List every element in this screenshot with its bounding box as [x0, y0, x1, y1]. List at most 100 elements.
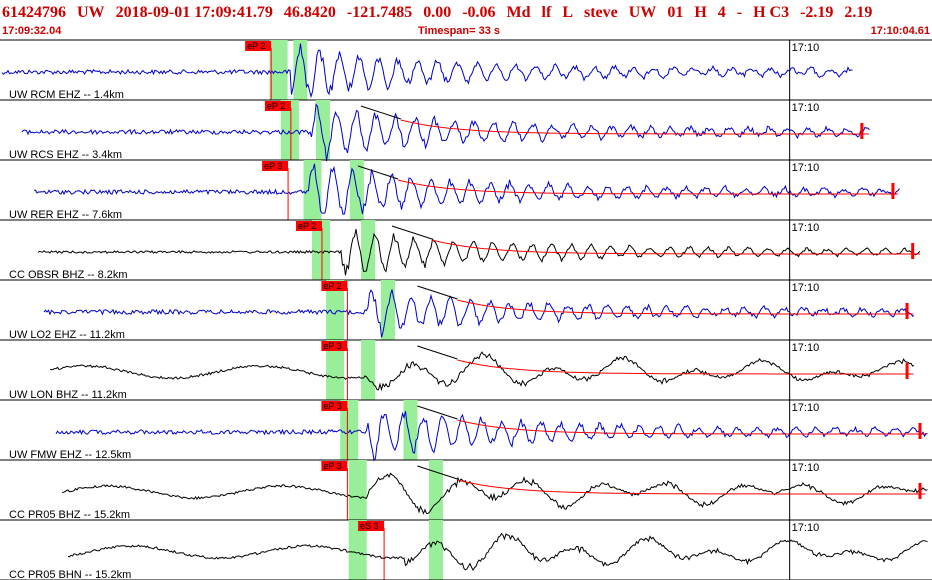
coda-start-line: [357, 165, 399, 180]
waveform-trace: [49, 351, 915, 392]
pick-window: [403, 400, 418, 460]
magnitude: -0.06: [462, 4, 496, 21]
waveform-trace: [43, 289, 915, 338]
value-1: -2.19: [800, 4, 834, 21]
minute-tick-label: 17:10: [792, 222, 820, 234]
pick-flag[interactable]: [264, 101, 291, 111]
end-time: 17:10:04.61: [870, 25, 930, 37]
pick-window: [348, 520, 367, 580]
pick-window: [340, 400, 359, 460]
pick-label: eP 2: [298, 221, 316, 231]
pick-window: [311, 220, 330, 280]
pick-window: [428, 460, 443, 520]
phase-count: 4: [717, 4, 726, 21]
waveform-trace: [1, 43, 853, 99]
coda-start-line: [391, 225, 433, 240]
version: 01: [667, 4, 684, 21]
minute-tick-label: 17:10: [792, 342, 820, 354]
coda-start-line: [360, 105, 402, 120]
pick-flag[interactable]: [245, 41, 272, 51]
flag-h: H: [694, 4, 707, 21]
waveform-trace: [37, 229, 921, 276]
minute-tick-label: 17:10: [792, 522, 820, 534]
pick-label: eP 2: [267, 101, 285, 111]
pick-flag[interactable]: [321, 461, 348, 471]
coda-fit-curve: [457, 299, 914, 315]
start-time: 17:09:32.04: [2, 25, 62, 37]
waveform-trace: [55, 410, 928, 462]
pick-window: [428, 520, 443, 580]
type-code: lf: [541, 4, 552, 21]
coda-fit-curve: [457, 359, 914, 375]
depth: 0.00: [423, 4, 452, 21]
coda-start-line: [417, 405, 458, 420]
pick-label: eP 3: [323, 461, 341, 471]
pick-flag[interactable]: [321, 341, 348, 351]
pick-flag[interactable]: [295, 221, 322, 231]
origin-datetime: 2018-09-01 17:09:41.79: [115, 4, 273, 21]
station-label[interactable]: UW LON BHZ -- 11.2km: [9, 389, 127, 401]
pick-flag[interactable]: [321, 281, 348, 291]
coda-fit-curve: [457, 419, 926, 435]
pick-label: eP 3: [323, 401, 341, 411]
station-label[interactable]: CC OBSR BHZ -- 8.2km: [9, 269, 128, 281]
station-label[interactable]: CC PR05 BHN -- 15.2km: [9, 569, 131, 580]
coda-start-line: [417, 345, 458, 360]
pick-flag[interactable]: [358, 521, 385, 531]
minute-tick-label: 17:10: [792, 102, 820, 114]
pick-window: [361, 220, 376, 280]
coda-fit-curve: [397, 179, 899, 195]
coda-fit-curve: [431, 239, 920, 255]
longitude: -121.7485: [346, 4, 413, 21]
pick-label: eP 3: [323, 341, 341, 351]
pick-window: [269, 40, 288, 100]
pick-flag[interactable]: [321, 401, 348, 411]
pick-label: eP 2: [323, 281, 341, 291]
minute-tick-label: 17:10: [792, 42, 820, 54]
station-label[interactable]: UW RCM EHZ -- 1.4km: [9, 89, 124, 101]
minute-tick-label: 17:10: [792, 402, 820, 414]
pick-window: [293, 40, 308, 100]
pick-window: [348, 460, 367, 520]
waveform-trace: [61, 472, 928, 515]
value-2: 2.19: [844, 4, 873, 21]
station-label[interactable]: UW RCS EHZ -- 3.4km: [9, 149, 122, 161]
event-id: 61424796: [2, 4, 66, 21]
pick-window: [303, 160, 322, 220]
waveform-trace: [21, 103, 870, 162]
event-network: UW: [77, 4, 105, 21]
minute-tick-label: 17:10: [792, 282, 820, 294]
pick-flag[interactable]: [262, 161, 289, 171]
analyst: steve: [583, 4, 618, 21]
pick-window: [361, 340, 376, 400]
pick-window: [315, 100, 330, 160]
latitude: 46.8420: [283, 4, 336, 21]
pick-label: eP 2: [247, 41, 265, 51]
pick-window: [280, 100, 299, 160]
coda-start-line: [417, 285, 458, 300]
pick-label: eS 3: [360, 521, 379, 531]
coda-fit-curve: [400, 119, 869, 135]
waveform-trace: [34, 163, 900, 215]
coda-fit-curve: [457, 479, 926, 495]
timespan: Timespan= 33 s: [418, 25, 500, 37]
review-code: L: [562, 4, 573, 21]
pick-label: eP 3: [264, 161, 282, 171]
station-label[interactable]: UW FMW EHZ -- 12.5km: [9, 449, 131, 461]
timespan-label: Timespan=: [418, 25, 476, 37]
quality: H C3: [753, 4, 790, 21]
station-label[interactable]: CC PR05 BHZ -- 15.2km: [9, 509, 130, 521]
minute-tick-label: 17:10: [792, 162, 820, 174]
pick-window: [326, 340, 345, 400]
waveform-trace: [67, 532, 928, 571]
coda-start-line: [417, 465, 458, 480]
event-summary-line: 61424796 UW 2018-09-01 17:09:41.79 46.84…: [2, 4, 932, 24]
dash: -: [736, 4, 743, 21]
timespan-value: 33 s: [478, 25, 501, 37]
magnitude-type: Md: [506, 4, 531, 21]
station-label[interactable]: UW RER EHZ -- 7.6km: [9, 209, 122, 221]
minute-tick-label: 17:10: [792, 462, 820, 474]
version-network: UW: [628, 4, 657, 21]
station-label[interactable]: UW LO2 EHZ -- 11.2km: [9, 329, 125, 341]
